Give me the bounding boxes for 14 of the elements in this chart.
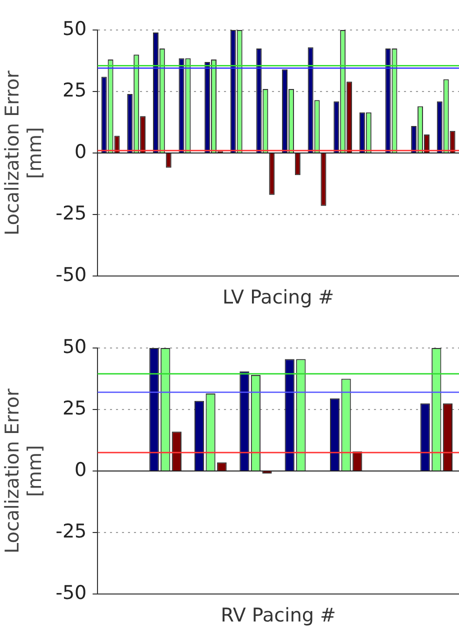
x-axis-title: RV Pacing # bbox=[220, 604, 336, 627]
y-tick-label: -50 bbox=[56, 582, 87, 604]
y-tick-label: 25 bbox=[62, 79, 87, 102]
y-tick-label: -25 bbox=[56, 520, 87, 542]
y-tick-label: -50 bbox=[56, 264, 87, 286]
y-axis-title: Localization Error [mm] bbox=[1, 388, 46, 554]
x-axis-title: LV Pacing # bbox=[222, 286, 334, 309]
y-tick-label: 0 bbox=[74, 140, 87, 163]
y-tick-label: -25 bbox=[56, 202, 87, 224]
y-tick-label: 0 bbox=[74, 458, 87, 481]
y-tick-label: 25 bbox=[62, 397, 87, 420]
y-axis-title: Localization Error [mm] bbox=[1, 70, 46, 236]
y-tick-label: 50 bbox=[62, 336, 87, 358]
y-tick-label: 50 bbox=[62, 18, 87, 40]
